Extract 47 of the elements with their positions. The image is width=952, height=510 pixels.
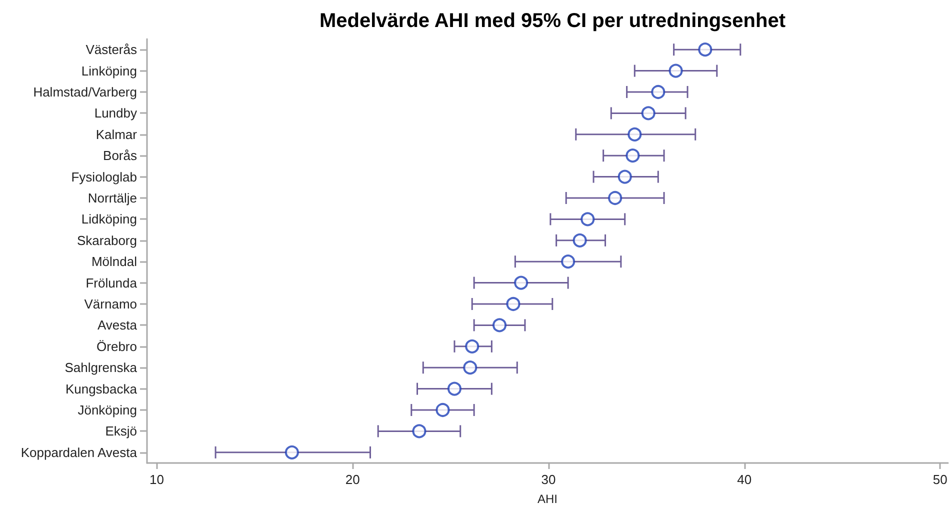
y-tick-label: Skaraborg: [77, 232, 137, 248]
point: [626, 148, 640, 163]
x-tick-label: 10: [150, 472, 164, 487]
y-tick-label: Kalmar: [96, 126, 138, 142]
point: [628, 127, 642, 142]
y-tick-label: Kungsbacka: [65, 381, 138, 396]
y-tick-label: Avesta: [97, 318, 138, 333]
y-tick-label: Fysiologlab: [71, 169, 137, 184]
y-tick-label: Mölndal: [91, 254, 138, 270]
point: [561, 254, 576, 269]
point: [668, 64, 683, 78]
y-tick-label: Norrtälje: [88, 190, 137, 206]
y-tick-label: Örebro: [96, 338, 137, 354]
point: [412, 424, 426, 438]
x-tick-label: 50: [932, 472, 948, 487]
chart-title: Medelvärde AHI med 95% CI per utredningsenhet: [319, 10, 786, 32]
x-axis-title: AHI: [537, 492, 558, 506]
y-tick-label: Värnamo: [84, 296, 137, 312]
y-tick-label: Sahlgrenska: [64, 360, 138, 376]
point: [641, 106, 656, 120]
y-tick-label: Linköping: [81, 63, 137, 78]
point: [447, 382, 462, 396]
x-tick-label: 20: [345, 472, 360, 487]
x-tick-label: 30: [541, 472, 556, 487]
point: [651, 85, 666, 99]
point: [463, 360, 478, 375]
x-tick-label: 40: [737, 472, 752, 487]
point: [580, 212, 595, 226]
y-tick-label: Halmstad/Varberg: [33, 84, 137, 100]
y-tick-label: Västerås: [86, 42, 138, 58]
point: [492, 318, 507, 332]
point: [608, 191, 622, 205]
y-tick-label: Jönköping: [78, 402, 137, 418]
point: [284, 445, 299, 460]
y-tick-label: Borås: [103, 148, 138, 164]
point: [698, 42, 712, 57]
y-tick-label: Frölunda: [86, 275, 138, 290]
y-tick-label: Lidköping: [81, 212, 137, 227]
point: [572, 233, 587, 248]
point: [514, 276, 528, 290]
point: [436, 403, 450, 417]
y-tick-label: Eksjö: [105, 424, 137, 439]
point: [506, 297, 520, 311]
point: [465, 339, 480, 354]
y-tick-label: Koppardalen Avesta: [20, 444, 138, 460]
y-tick-label: Lundby: [94, 106, 138, 121]
point: [618, 170, 632, 184]
